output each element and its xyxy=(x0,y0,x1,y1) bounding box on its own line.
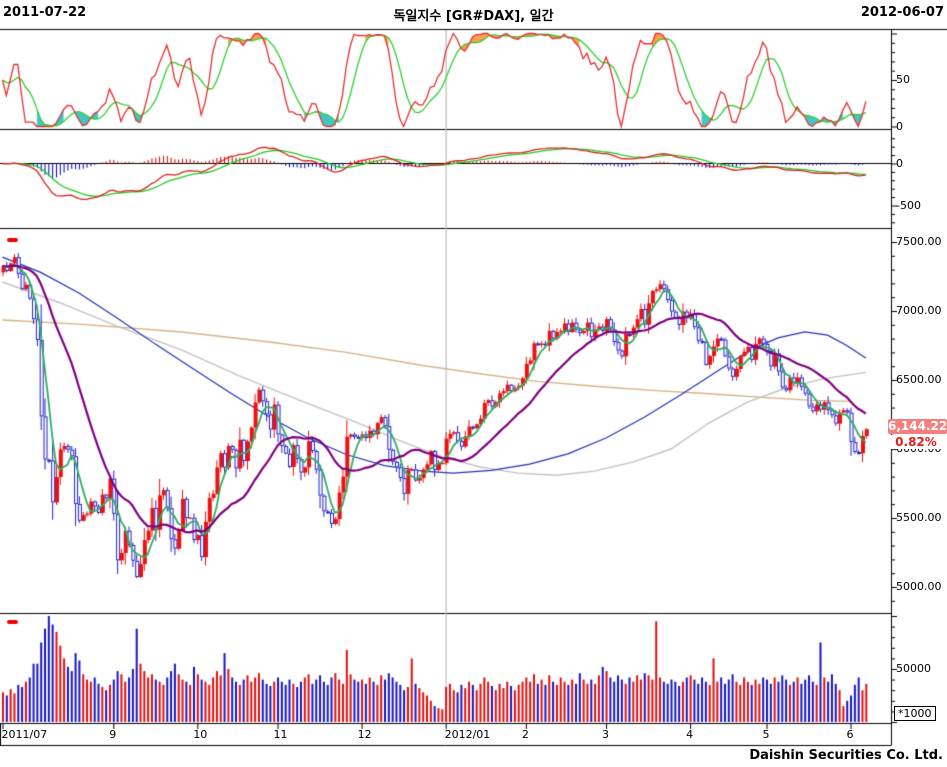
y-axis-label: 50000 xyxy=(896,662,931,675)
y-axis-label: 50 xyxy=(896,73,910,86)
volume-unit-label: *1000 xyxy=(894,706,936,721)
company-name: Daishin Securities Co. Ltd. xyxy=(749,748,943,763)
chart-title: 독일지수 [GR#DAX], 일간 xyxy=(393,9,554,24)
x-axis-label: 10 xyxy=(193,728,208,741)
y-axis-label: 7500.00 xyxy=(896,235,942,248)
end-date-label: 2012-06-07 xyxy=(860,5,944,20)
x-axis-label: 2011/07 xyxy=(1,728,48,741)
x-axis-label: 4 xyxy=(686,728,694,741)
x-axis-label: 5 xyxy=(762,728,770,741)
y-axis-label: 0 xyxy=(896,156,903,170)
y-axis-label: 5500.00 xyxy=(896,511,942,524)
x-axis-label: 12 xyxy=(357,728,372,741)
x-axis-label: 3 xyxy=(602,728,610,741)
x-axis-label: 2012/01 xyxy=(444,728,491,741)
x-axis-label: 6 xyxy=(846,728,854,741)
x-axis-label: 11 xyxy=(273,728,288,741)
y-axis-label: -500 xyxy=(896,198,921,212)
change-percent-label: 0.82% xyxy=(890,435,942,449)
y-axis-label: 5000.00 xyxy=(896,580,942,593)
start-date-label: 2011-07-22 xyxy=(3,5,87,20)
x-axis-label: 9 xyxy=(109,728,117,741)
x-axis-label: 2 xyxy=(521,728,529,741)
y-axis-label: 6500.00 xyxy=(896,373,942,386)
y-axis-label: 7000.00 xyxy=(896,304,942,317)
y-axis-label: 0 xyxy=(896,119,903,133)
last-price-badge: 6,144.22 xyxy=(888,419,947,434)
